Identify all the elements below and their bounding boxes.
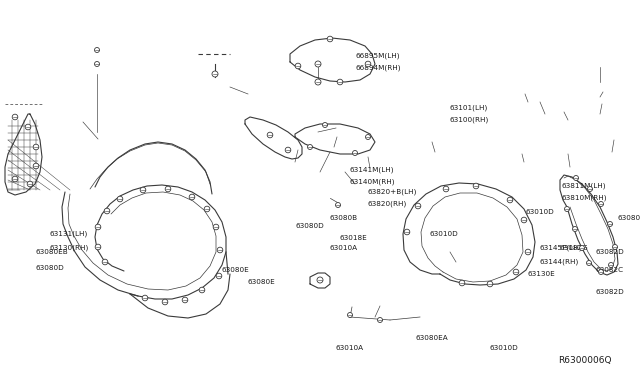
Text: 63130E: 63130E [528, 271, 556, 277]
Circle shape [268, 132, 273, 138]
Circle shape [25, 124, 31, 130]
Text: 63144(RH): 63144(RH) [540, 259, 579, 265]
Text: 63080EA: 63080EA [415, 335, 448, 341]
Circle shape [609, 263, 614, 267]
Circle shape [95, 61, 99, 67]
Text: 63811M(LH): 63811M(LH) [562, 183, 607, 189]
Text: 63820+B(LH): 63820+B(LH) [368, 189, 417, 195]
Text: 63082G: 63082G [560, 245, 589, 251]
Circle shape [140, 187, 146, 193]
Circle shape [165, 186, 171, 192]
Circle shape [12, 114, 18, 120]
Circle shape [612, 244, 618, 250]
Circle shape [507, 197, 513, 203]
Circle shape [212, 71, 218, 77]
Circle shape [33, 163, 39, 169]
Circle shape [142, 295, 148, 301]
Circle shape [117, 196, 123, 202]
Text: 63820(RH): 63820(RH) [368, 201, 407, 207]
Circle shape [586, 260, 591, 266]
Circle shape [598, 269, 604, 275]
Circle shape [335, 202, 340, 208]
Circle shape [415, 203, 421, 209]
Text: 63082D: 63082D [596, 289, 625, 295]
Circle shape [199, 287, 205, 293]
Circle shape [217, 247, 223, 253]
Circle shape [564, 206, 570, 212]
Circle shape [104, 208, 110, 214]
Circle shape [189, 194, 195, 200]
Circle shape [315, 79, 321, 85]
Text: 63100(RH): 63100(RH) [450, 117, 489, 123]
Text: 63141M(LH): 63141M(LH) [350, 167, 394, 173]
Circle shape [348, 312, 353, 317]
Circle shape [378, 317, 383, 323]
Circle shape [295, 63, 301, 69]
Circle shape [513, 269, 519, 275]
Text: 63082D: 63082D [596, 249, 625, 255]
Text: 63010A: 63010A [330, 245, 358, 251]
Circle shape [573, 176, 579, 180]
Circle shape [95, 48, 99, 52]
Circle shape [317, 277, 323, 283]
Circle shape [315, 61, 321, 67]
Circle shape [323, 122, 328, 128]
Text: R6300006Q: R6300006Q [558, 356, 611, 365]
Circle shape [33, 144, 39, 150]
Circle shape [216, 273, 222, 279]
Circle shape [327, 36, 333, 42]
Circle shape [588, 186, 593, 192]
Text: 63131(LH): 63131(LH) [50, 231, 88, 237]
Circle shape [95, 244, 101, 250]
Text: 63130(RH): 63130(RH) [50, 245, 89, 251]
Circle shape [443, 186, 449, 192]
Circle shape [285, 147, 291, 153]
Circle shape [525, 249, 531, 255]
Text: 66894M(RH): 66894M(RH) [355, 65, 401, 71]
Circle shape [365, 61, 371, 67]
Circle shape [365, 135, 371, 140]
Text: 63080EC: 63080EC [618, 215, 640, 221]
Circle shape [460, 280, 465, 286]
Text: 66895M(LH): 66895M(LH) [355, 53, 399, 59]
Circle shape [473, 183, 479, 189]
Circle shape [598, 202, 604, 206]
Circle shape [353, 151, 358, 155]
Circle shape [204, 206, 210, 212]
Circle shape [162, 299, 168, 305]
Circle shape [487, 281, 493, 287]
Circle shape [607, 221, 612, 227]
Circle shape [213, 224, 219, 230]
Text: 63080E: 63080E [248, 279, 276, 285]
Circle shape [102, 259, 108, 265]
Circle shape [27, 181, 33, 187]
Text: 63080D: 63080D [36, 265, 65, 271]
Circle shape [579, 246, 584, 250]
Text: 63080B: 63080B [330, 215, 358, 221]
Circle shape [573, 227, 577, 231]
Text: 63018E: 63018E [340, 235, 368, 241]
Text: 63145P(LH): 63145P(LH) [540, 245, 582, 251]
Text: 63010A: 63010A [335, 345, 363, 351]
Circle shape [12, 176, 18, 182]
Text: 63080EB: 63080EB [36, 249, 68, 255]
Circle shape [337, 79, 343, 85]
Text: 63101(LH): 63101(LH) [450, 105, 488, 111]
Circle shape [521, 217, 527, 223]
Text: 63810M(RH): 63810M(RH) [562, 195, 607, 201]
Text: 63010D: 63010D [525, 209, 554, 215]
Circle shape [95, 224, 101, 230]
Circle shape [182, 297, 188, 303]
Text: 63082C: 63082C [596, 267, 624, 273]
Text: 63140M(RH): 63140M(RH) [350, 179, 396, 185]
Text: 63080D: 63080D [295, 223, 324, 229]
Text: 63080E: 63080E [222, 267, 250, 273]
Circle shape [404, 229, 410, 235]
Text: 63010D: 63010D [430, 231, 459, 237]
Circle shape [307, 144, 312, 150]
Text: 63010D: 63010D [490, 345, 519, 351]
